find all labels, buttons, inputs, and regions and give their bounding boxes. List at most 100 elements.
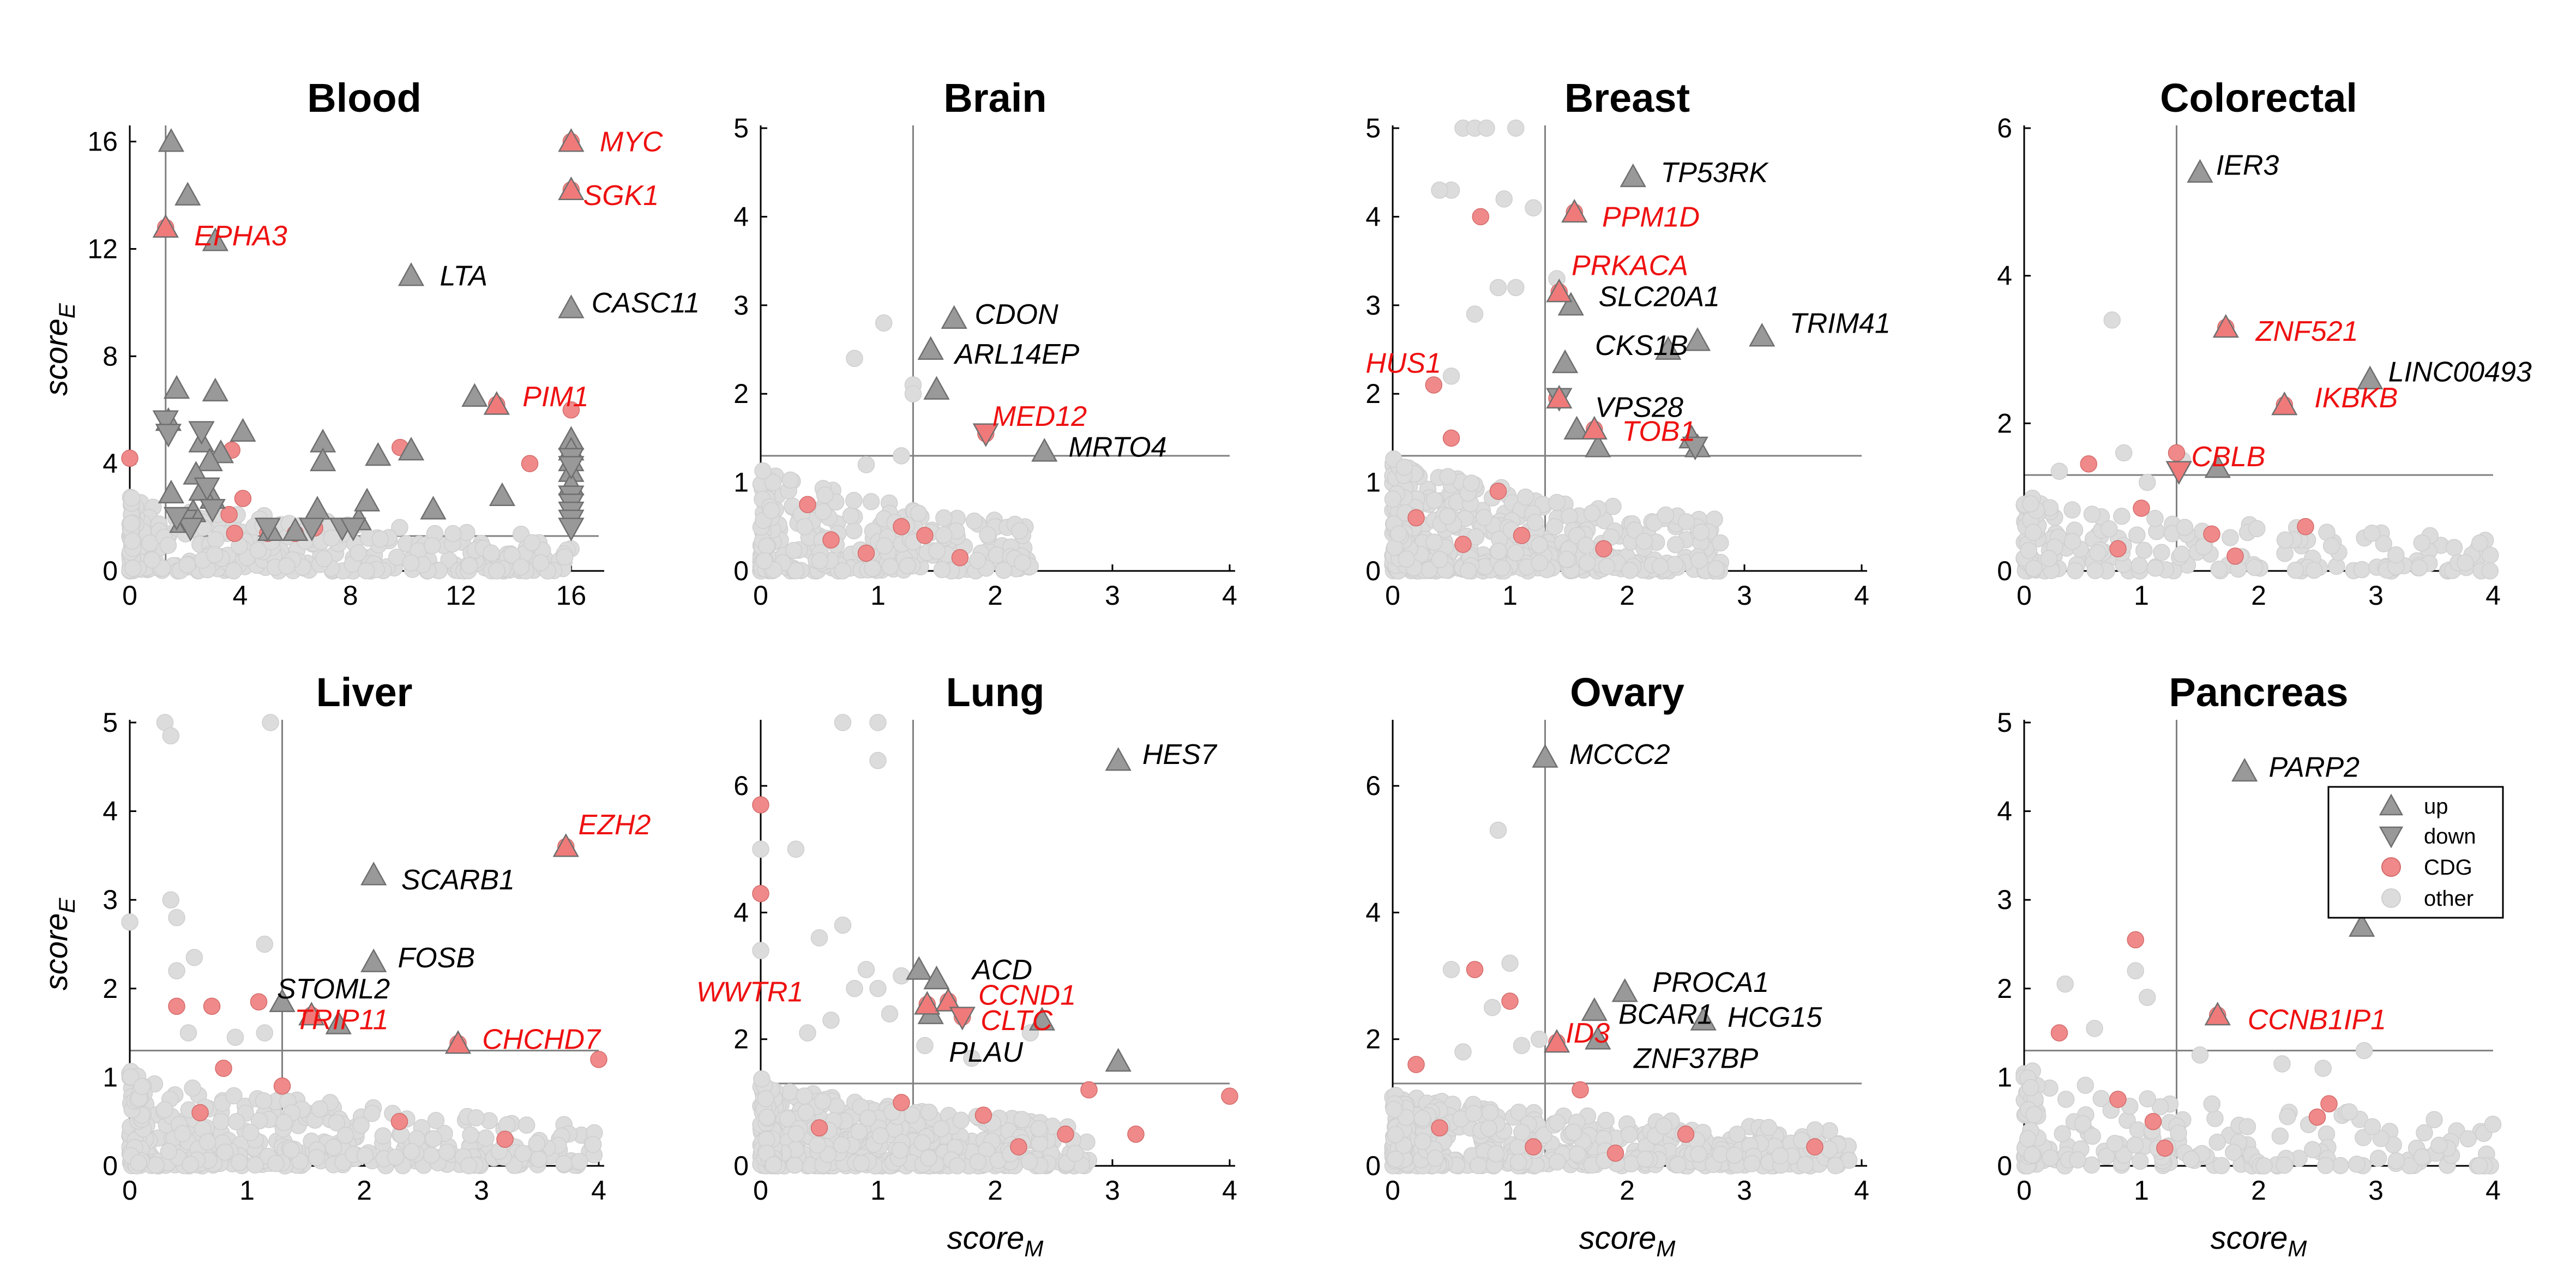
- point-up: [1585, 434, 1611, 458]
- point-other: [311, 1100, 328, 1118]
- point-other: [556, 548, 574, 566]
- point-other: [424, 537, 441, 555]
- point-cdg-labeled: [1561, 198, 1588, 223]
- x-tick-label: 1: [2134, 1175, 2149, 1206]
- point-other: [2139, 473, 2156, 491]
- point-other: [969, 1153, 987, 1171]
- point-other: [2484, 1115, 2502, 1133]
- point-other: [781, 471, 799, 489]
- x-tick-label: 1: [239, 1175, 255, 1206]
- point-other: [1066, 1145, 1084, 1162]
- point-other: [1465, 1105, 1483, 1122]
- point-other: [121, 913, 139, 931]
- y-tick-label: 5: [1365, 113, 1381, 143]
- point-other: [2255, 1157, 2273, 1175]
- y-tick-label: 0: [1365, 1151, 1381, 1181]
- point-other: [2025, 559, 2043, 577]
- point-other: [1626, 521, 1644, 539]
- point-other: [2353, 561, 2371, 579]
- x-tick-label: 0: [753, 580, 768, 611]
- point-other: [1427, 1149, 1444, 1167]
- point-other: [523, 534, 541, 552]
- point-up: [230, 418, 256, 442]
- point-other: [1459, 562, 1477, 580]
- point-other: [324, 1139, 342, 1156]
- point-other: [1669, 1156, 1687, 1173]
- point-other: [2195, 538, 2212, 556]
- point-other: [2363, 1118, 2381, 1136]
- point-other: [932, 1120, 950, 1137]
- gene-label: ARL14EP: [953, 339, 1080, 370]
- point-other: [483, 544, 500, 562]
- point-up: [1690, 1007, 1717, 1031]
- point-other: [2139, 989, 2156, 1006]
- point-cdg: [390, 1112, 408, 1130]
- point-other: [2238, 1118, 2256, 1135]
- point-other: [423, 1146, 440, 1164]
- point-other: [1690, 1145, 1707, 1163]
- point-other: [444, 525, 462, 543]
- point-other: [387, 1148, 405, 1166]
- point-cdg: [2050, 1024, 2068, 1042]
- point-up: [2349, 913, 2375, 937]
- x-tick-label: 4: [1854, 1175, 1869, 1206]
- point-other: [1395, 458, 1413, 476]
- point-other: [1509, 1153, 1527, 1171]
- point-other: [752, 942, 769, 959]
- gene-label: PROCA1: [1652, 967, 1769, 998]
- point-cdg: [1525, 1138, 1542, 1155]
- point-other: [1806, 1121, 1824, 1139]
- point-cdg-labeled: [298, 1002, 325, 1026]
- point-other: [460, 1157, 478, 1175]
- gene-label: ZNF37BP: [1633, 1043, 1759, 1075]
- point-other: [1031, 1135, 1049, 1153]
- y-tick-label: 0: [1365, 556, 1381, 586]
- point-other: [1558, 550, 1575, 568]
- gene-label: PARP2: [2268, 751, 2360, 783]
- point-other: [1387, 1150, 1404, 1168]
- point-cdg-labeled: [972, 423, 999, 447]
- point-other: [402, 554, 420, 572]
- point-other: [2286, 562, 2304, 579]
- point-other: [787, 1125, 805, 1142]
- y-tick-label: 8: [103, 341, 118, 371]
- point-other: [834, 562, 852, 580]
- point-other: [1743, 1155, 1761, 1172]
- point-cdg: [951, 549, 969, 567]
- point-other: [779, 1110, 797, 1128]
- point-other: [864, 559, 881, 577]
- x-tick-label: 2: [2251, 580, 2266, 611]
- point-other: [1531, 554, 1549, 572]
- point-cdg: [1221, 1087, 1238, 1105]
- point-other: [2019, 1130, 2037, 1148]
- point-cdg: [496, 1130, 514, 1148]
- gene-label: CHCHD7: [482, 1024, 601, 1055]
- gene-label: IKBKB: [2314, 382, 2398, 414]
- point-cdg: [1501, 992, 1519, 1010]
- point-other: [916, 1037, 934, 1055]
- panel-title: Ovary: [1570, 670, 1684, 715]
- point-other: [852, 1154, 870, 1172]
- panel-title: Blood: [307, 75, 422, 121]
- point-other: [328, 1114, 346, 1131]
- point-other: [1651, 558, 1669, 575]
- point-cdg-labeled: [444, 1030, 472, 1054]
- point-other: [1425, 533, 1443, 551]
- point-other: [796, 518, 814, 535]
- point-other: [2040, 550, 2058, 567]
- point-other: [350, 544, 367, 562]
- point-other: [862, 493, 880, 510]
- point-other: [262, 714, 279, 731]
- panel-lung: Lung 0 1 2 3 4 0 2 4 6 scoreM HES7 ACD WWTR1 CCND1CLTC…: [696, 670, 1238, 1261]
- point-other: [2170, 1124, 2187, 1142]
- point-other: [1561, 508, 1578, 525]
- point-other: [1513, 1123, 1531, 1141]
- point-other: [814, 503, 832, 521]
- point-other: [1489, 279, 1507, 297]
- point-other: [758, 537, 775, 555]
- point-other: [2084, 1127, 2101, 1145]
- point-other: [133, 1078, 151, 1096]
- point-other: [2086, 562, 2104, 580]
- point-cdg: [2320, 1095, 2338, 1112]
